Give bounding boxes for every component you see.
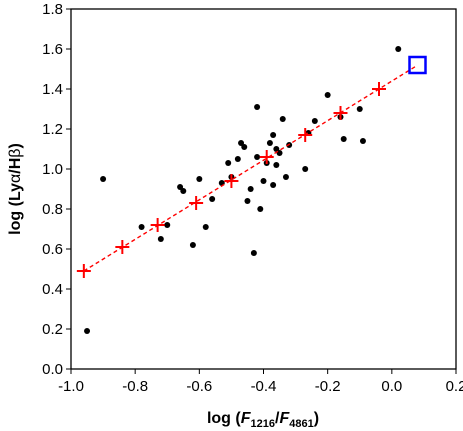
data-point — [247, 186, 254, 192]
x-tick-label: 0.0 — [381, 378, 402, 395]
y-axis-title-beta: β — [7, 149, 24, 158]
data-point — [311, 118, 318, 124]
data-marks — [76, 46, 427, 334]
x-tick-label: -0.8 — [122, 378, 148, 395]
y-tick-label: 1.0 — [42, 161, 63, 178]
data-point — [356, 106, 363, 112]
x-tick-label: -1.0 — [58, 378, 84, 395]
y-tick-label: 1.4 — [42, 81, 63, 98]
data-point — [157, 236, 164, 242]
data-point — [244, 198, 251, 204]
x-axis-title-slash: / — [275, 410, 280, 427]
x-tick-label: -0.2 — [315, 378, 341, 395]
data-point — [260, 178, 267, 184]
data-point — [177, 184, 184, 190]
data-point — [238, 140, 245, 146]
fit-line — [83, 64, 418, 272]
x-tick-label: 0.2 — [446, 378, 463, 395]
x-tick-label: -0.6 — [186, 378, 212, 395]
data-point — [189, 242, 196, 248]
data-point — [273, 162, 280, 168]
data-point — [270, 132, 277, 138]
y-tick-label: 0.6 — [42, 241, 63, 258]
x-axis-title-flux2: F — [279, 410, 290, 427]
data-point — [282, 174, 289, 180]
data-point — [273, 146, 280, 152]
fit-point-marker — [150, 218, 165, 232]
data-point — [241, 144, 248, 150]
data-point — [257, 206, 264, 212]
data-point — [279, 116, 286, 122]
data-point — [324, 92, 331, 98]
axis-ticks: -1.0 -0.8 -0.6 -0.4 -0.2 0.0 0.2 0.0 0.2 0.4 0.6 0.… — [42, 1, 463, 395]
y-axis-title: log (Lyα/Hβ) — [7, 143, 24, 235]
y-tick-label: 0.8 — [42, 201, 63, 218]
data-point — [302, 166, 309, 172]
data-point — [180, 188, 187, 194]
x-axis-title-suffix: ) — [314, 410, 319, 427]
data-point — [340, 136, 347, 142]
x-axis-title-flux1: F — [241, 410, 252, 427]
data-point — [196, 176, 203, 182]
y-tick-label: 1.8 — [42, 1, 63, 18]
data-point — [270, 182, 277, 188]
fit-point-marker — [189, 196, 204, 210]
fit-point-marker — [372, 82, 386, 96]
fit-point-marker — [76, 264, 91, 278]
data-point — [202, 224, 209, 230]
data-point — [266, 140, 273, 146]
x-axis-title-prefix: log ( — [207, 410, 241, 427]
y-axis-title-slash: /H — [7, 158, 24, 174]
data-point — [164, 222, 171, 228]
plot-area — [70, 8, 457, 370]
data-point — [84, 328, 91, 334]
data-point — [100, 176, 107, 182]
fit-point-marker — [115, 240, 130, 254]
y-tick-label: 1.2 — [42, 121, 63, 138]
x-axis-title-sub2: 4861 — [289, 418, 313, 430]
y-tick-label: 0.2 — [42, 321, 63, 338]
data-point — [225, 160, 232, 166]
data-point — [234, 156, 241, 162]
data-point — [254, 104, 261, 110]
x-axis-title-sub1: 1216 — [251, 418, 275, 430]
plot-frame — [70, 8, 457, 370]
x-tick-label: -0.4 — [251, 378, 277, 395]
data-point — [395, 46, 402, 52]
fit-point-marker — [333, 106, 348, 120]
highlight-square-marker — [408, 55, 427, 75]
x-axis-title: log (F1216/F4861) — [207, 410, 319, 430]
data-point — [138, 224, 145, 230]
data-point — [359, 138, 366, 144]
fit-point-marker — [259, 150, 274, 164]
data-point — [276, 150, 283, 156]
y-axis-title-suffix: ) — [7, 143, 24, 148]
data-point — [250, 250, 257, 256]
y-tick-label: 0.4 — [42, 281, 63, 298]
fit-point-marker — [224, 174, 239, 188]
y-axis-title-prefix: log (Ly — [7, 183, 24, 235]
data-point — [209, 196, 216, 202]
y-tick-label: 0.0 — [42, 361, 63, 378]
fit-point-marker — [298, 128, 313, 142]
y-tick-label: 1.6 — [42, 41, 63, 58]
y-axis-title-alpha: α — [7, 174, 24, 183]
data-point — [254, 154, 261, 160]
